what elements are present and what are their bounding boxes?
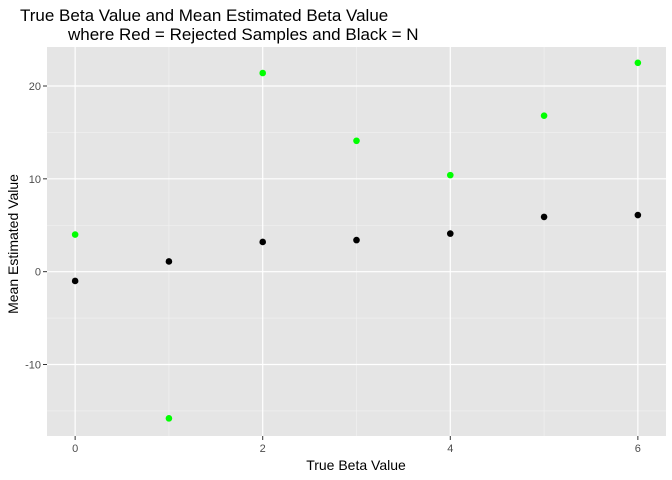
data-point (634, 59, 642, 67)
y-tick-label: 0 (35, 267, 41, 279)
x-tick-label: 6 (635, 443, 641, 455)
data-point (540, 112, 548, 120)
y-tick-label: 20 (29, 81, 41, 93)
y-axis-title: Mean Estimated Value (5, 174, 21, 314)
x-axis-title: True Beta Value (306, 457, 406, 473)
y-axis: -10 0 10 20 (25, 81, 47, 372)
data-point (165, 258, 173, 265)
x-tick-label: 2 (260, 443, 266, 455)
data-point (165, 415, 173, 422)
chart-title-line1: True Beta Value and Mean Estimated Beta … (20, 6, 388, 25)
data-point (71, 231, 79, 238)
major-gridlines (47, 47, 666, 436)
data-point (540, 213, 548, 221)
y-tick-label: -10 (25, 360, 41, 372)
x-axis: 0 2 4 6 (72, 436, 641, 455)
data-point (446, 230, 454, 237)
y-tick-label: 10 (29, 174, 41, 186)
x-tick-label: 0 (72, 443, 78, 455)
data-point (259, 69, 267, 77)
x-tick-label: 4 (447, 443, 453, 455)
data-points (71, 59, 642, 422)
data-point (71, 277, 79, 285)
data-point (446, 171, 454, 179)
data-point (353, 236, 360, 244)
data-point (634, 211, 642, 219)
data-point (353, 137, 360, 145)
data-point (259, 238, 267, 246)
chart-title-line2: where Red = Rejected Samples and Black =… (67, 25, 419, 44)
